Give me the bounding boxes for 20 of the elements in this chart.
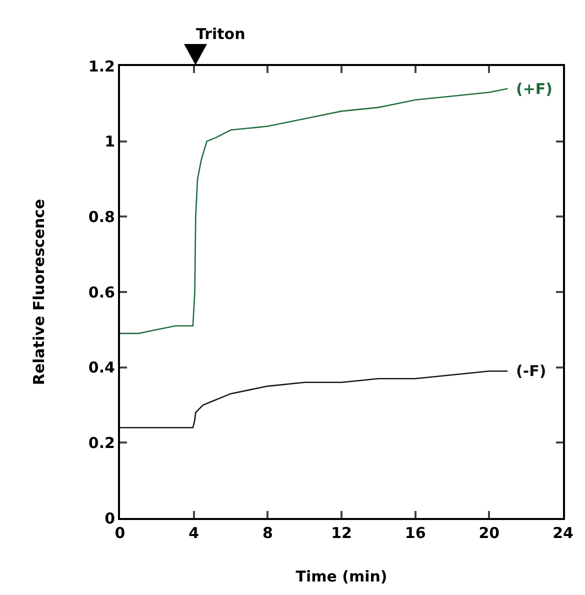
y-axis-title: Relative Fluorescence	[30, 198, 48, 386]
y-tick-label: 1.2	[88, 57, 115, 76]
y-tick-label: 0.8	[88, 208, 115, 226]
x-tick-label: 4	[188, 524, 200, 542]
y-tick-label: 0.4	[88, 358, 115, 377]
x-tick-label: 24	[552, 524, 574, 542]
x-tick-label: 16	[404, 524, 426, 542]
x-tick-label: 20	[478, 524, 500, 542]
series-label: (-F)	[516, 362, 546, 380]
x-axis-title: Time (min)	[296, 568, 388, 586]
y-tick-label: 0	[104, 509, 115, 528]
y-tick-label: 0.6	[88, 283, 115, 302]
y-tick-label: 1	[104, 132, 115, 151]
x-tick-label: 12	[331, 524, 352, 542]
text: Triton	[196, 25, 246, 43]
series-label: (+F)	[516, 80, 553, 98]
x-tick-label: 8	[262, 524, 273, 542]
y-tick-label: 0.2	[88, 434, 115, 452]
line-series	[120, 88, 508, 334]
line-series	[120, 370, 508, 428]
